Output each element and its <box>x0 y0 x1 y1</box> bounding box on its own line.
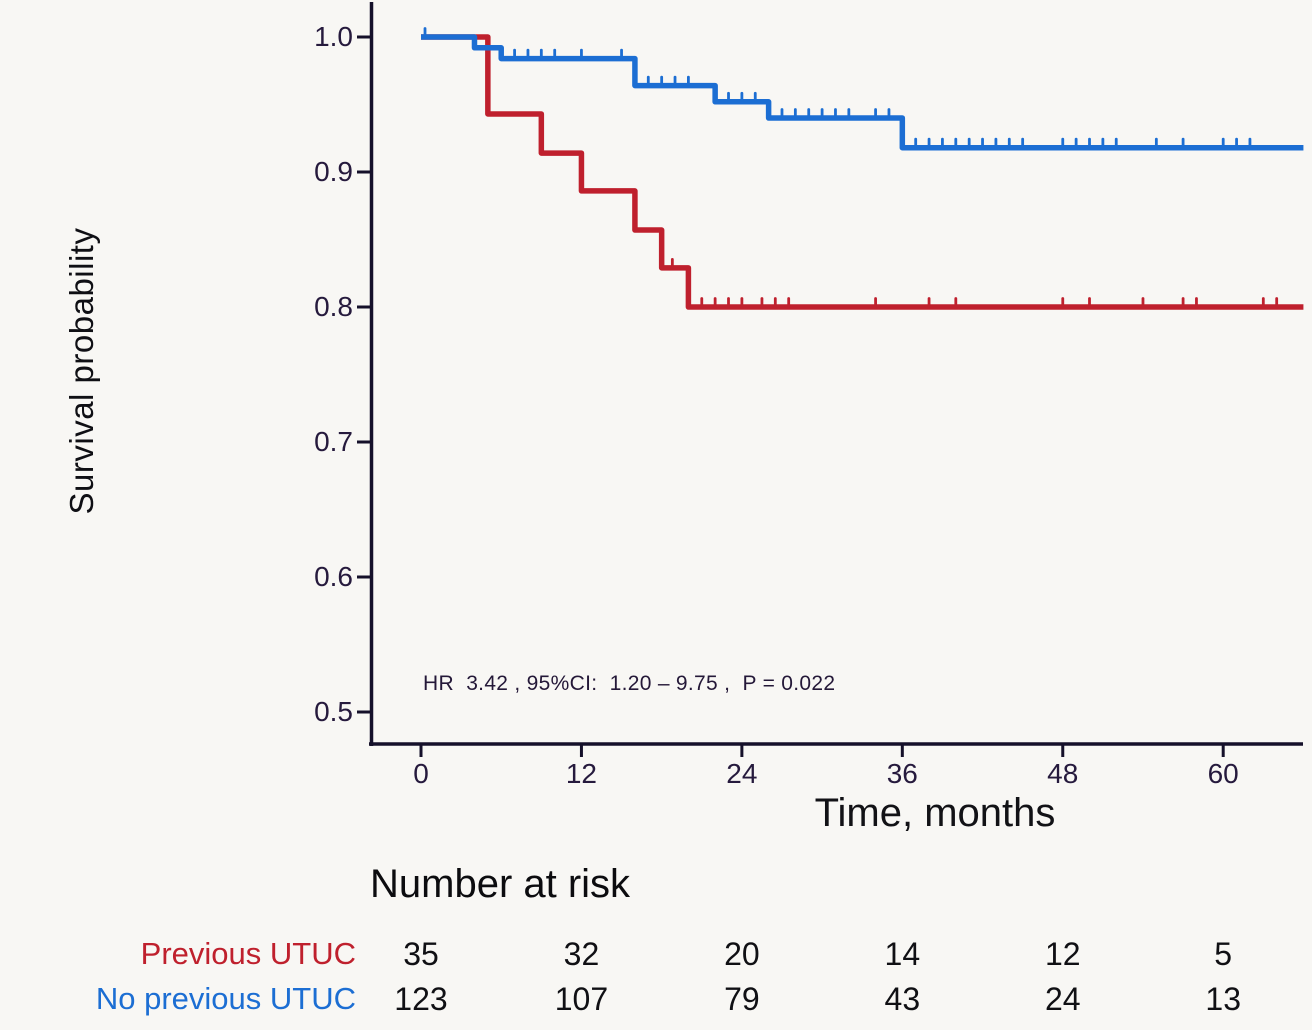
y-tick-label: 0.8 <box>314 291 353 322</box>
hr-annotation: HR 3.42 , 95%CI: 1.20 – 9.75 , P = 0.022 <box>423 672 836 695</box>
risk-row-label-previous-utuc: Previous UTUC <box>140 936 356 971</box>
risk-count: 5 <box>1214 936 1233 972</box>
x-tick-label: 48 <box>1047 758 1079 789</box>
x-tick-label: 36 <box>886 758 918 789</box>
risk-count: 123 <box>394 981 448 1017</box>
y-tick-label: 1.0 <box>314 21 353 52</box>
y-axis-title: Survival probability <box>63 227 100 515</box>
risk-table-title: Number at risk <box>370 862 631 906</box>
risk-count: 35 <box>403 936 439 972</box>
risk-count: 107 <box>554 981 609 1017</box>
y-tick-label: 0.7 <box>314 426 353 457</box>
risk-count: 14 <box>884 936 921 972</box>
risk-count: 24 <box>1044 981 1081 1017</box>
risk-count: 13 <box>1205 981 1241 1017</box>
risk-count: 20 <box>724 936 760 972</box>
y-tick-label: 0.5 <box>314 696 353 727</box>
x-tick-label: 0 <box>413 758 429 789</box>
risk-row-label-no-previous-utuc: No previous UTUC <box>95 981 356 1016</box>
x-tick-label: 12 <box>565 758 598 789</box>
risk-count: 12 <box>1044 936 1081 972</box>
x-axis-title: Time, months <box>814 791 1056 835</box>
risk-count: 32 <box>563 936 600 972</box>
y-tick-label: 0.6 <box>314 561 353 592</box>
risk-count: 43 <box>884 981 921 1017</box>
x-tick-label: 60 <box>1207 758 1239 789</box>
risk-count: 79 <box>724 981 760 1017</box>
km-curve-previous-utuc <box>421 34 1304 310</box>
x-tick-label: 24 <box>726 758 758 789</box>
y-tick-label: 0.9 <box>314 156 353 187</box>
